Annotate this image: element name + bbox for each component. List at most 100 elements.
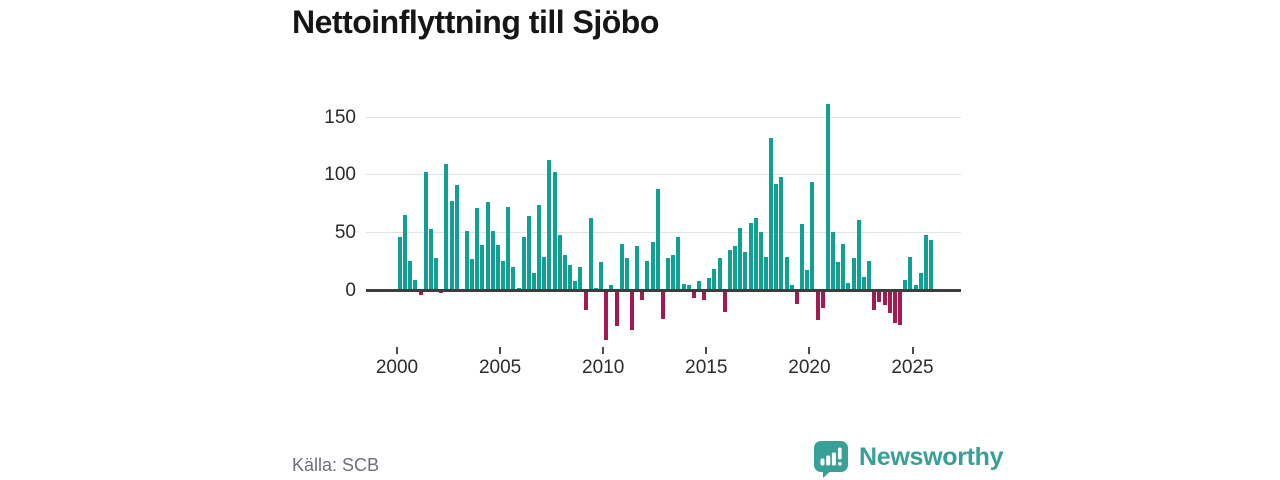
bar-positive [578, 266, 583, 290]
x-axis-tick-label: 2010 [582, 357, 625, 378]
bar-positive [490, 231, 495, 290]
y-axis-tick-label: 50 [334, 221, 356, 243]
x-axis-tick-label: 2000 [375, 357, 419, 378]
bar-positive [856, 219, 861, 290]
x-axis-tick-mark [808, 347, 811, 354]
bar-positive [676, 236, 681, 290]
bar-positive [784, 256, 789, 290]
bar-positive [671, 255, 676, 290]
bar-positive [841, 243, 846, 290]
bar-positive [810, 181, 815, 290]
x-axis-tick-label: 2025 [891, 357, 934, 378]
bar-positive [635, 246, 640, 290]
y-axis-tick-label: 0 [345, 279, 356, 301]
bar-negative [892, 290, 897, 324]
bar-positive [805, 270, 810, 290]
y-axis-tick-label: 100 [324, 164, 356, 186]
x-axis-tick-mark [602, 347, 605, 354]
bar-positive [428, 228, 433, 290]
x-axis-zero-line [366, 289, 961, 292]
bar-negative [877, 290, 882, 302]
bar-positive [836, 262, 841, 290]
bar-positive [923, 234, 928, 290]
bar-negative [702, 290, 707, 301]
bar-negative [640, 290, 645, 301]
bar-positive [573, 280, 578, 290]
bar-positive [733, 246, 738, 290]
grid-line [366, 174, 961, 176]
bar-positive [619, 243, 624, 290]
bar-positive [599, 262, 604, 290]
bar-positive [717, 257, 722, 290]
bar-positive [918, 272, 923, 290]
bar-positive [645, 261, 650, 290]
bar-positive [423, 172, 428, 290]
bar-positive [444, 164, 449, 290]
bar-positive [686, 285, 691, 290]
bar-positive [506, 206, 511, 290]
bar-positive [743, 251, 748, 290]
bar-positive [526, 216, 531, 290]
chart-title: Nettoinflyttning till Sjöbo [292, 4, 659, 40]
bar-positive [480, 245, 485, 290]
bar-positive [557, 234, 562, 290]
bar-positive [552, 172, 557, 290]
bar-positive [764, 256, 768, 290]
x-axis-tick-mark [499, 347, 502, 354]
bar-positive [800, 224, 805, 290]
bar-positive [470, 258, 475, 290]
bar-negative [722, 290, 727, 312]
bar-positive [738, 227, 743, 290]
bar-positive [501, 261, 506, 290]
bar-negative [882, 290, 887, 305]
bar-negative [629, 290, 634, 331]
bar-positive [867, 261, 872, 290]
x-axis-tick-mark [911, 347, 914, 354]
bar-positive [774, 183, 779, 290]
bar-negative [418, 290, 423, 295]
bar-positive [666, 257, 671, 290]
bar-positive [779, 176, 784, 290]
bar-negative [898, 290, 903, 325]
bar-positive [908, 256, 913, 290]
bar-positive [454, 185, 459, 290]
bar-negative [815, 290, 820, 320]
x-axis-tick-mark [705, 347, 708, 354]
bar-positive [696, 280, 701, 290]
bar-positive [547, 159, 552, 290]
bar-negative [691, 290, 696, 299]
bar-positive [593, 287, 598, 290]
bar-positive [449, 201, 454, 290]
bar-positive [753, 218, 758, 290]
bar-positive [727, 249, 732, 290]
bar-negative [794, 290, 799, 304]
bar-positive [655, 188, 660, 290]
bar-negative [614, 290, 619, 326]
bar-positive [903, 279, 908, 290]
bar-positive [588, 218, 593, 290]
bar-negative [660, 290, 665, 319]
bar-positive [825, 104, 830, 290]
source-attribution: Källa: SCB [292, 455, 380, 475]
bar-positive [851, 257, 856, 290]
bar-negative [872, 290, 877, 310]
bar-positive [495, 245, 500, 290]
bar-positive [532, 272, 537, 290]
x-axis-tick-label: 2020 [788, 357, 831, 378]
bar-negative [820, 290, 825, 309]
bar-positive [408, 261, 413, 290]
bar-positive [712, 269, 717, 290]
bar-positive [748, 223, 753, 290]
y-axis-tick-label: 150 [324, 106, 356, 128]
x-axis-tick-mark [396, 347, 398, 354]
bar-positive [846, 283, 851, 290]
bar-positive [562, 255, 567, 290]
bar-positive [707, 278, 712, 290]
bar-negative [583, 290, 588, 310]
bar-positive [789, 285, 794, 290]
bar-negative [439, 290, 444, 294]
bar-positive [434, 257, 439, 290]
bar-positive [521, 236, 526, 290]
bar-positive [758, 232, 763, 290]
